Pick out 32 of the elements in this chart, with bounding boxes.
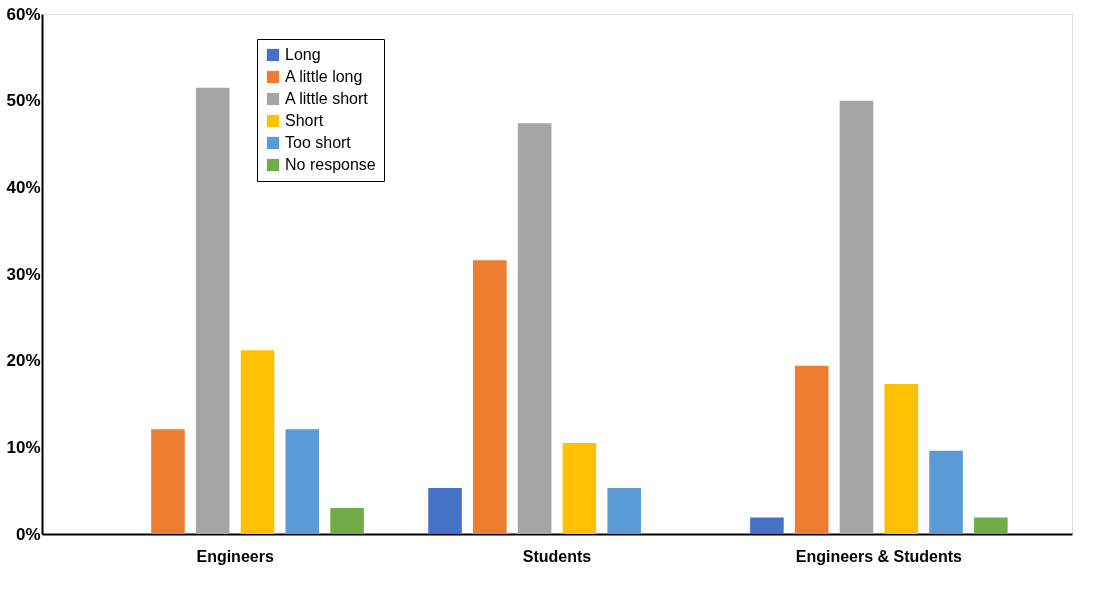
legend-label: A little short <box>285 90 369 107</box>
legend-label: Too short <box>285 134 352 151</box>
x-tick-label: Engineers <box>196 547 274 565</box>
y-tick-label: 30% <box>6 264 41 284</box>
bar <box>151 429 185 534</box>
bar <box>562 443 597 534</box>
x-tick-label: Engineers & Students <box>795 547 963 565</box>
y-tick-label: 60% <box>6 4 41 24</box>
bar <box>428 488 462 534</box>
bar <box>794 365 829 534</box>
bar <box>929 450 963 534</box>
bar <box>884 384 919 534</box>
bar <box>285 429 320 534</box>
y-tick-label: 10% <box>6 437 41 457</box>
legend-label: No response <box>285 156 376 173</box>
y-tick-label: 0% <box>15 524 41 544</box>
bar <box>517 123 552 534</box>
legend-label: Long <box>285 46 321 63</box>
bar <box>839 100 874 534</box>
bar <box>974 517 1008 534</box>
legend-label: Short <box>285 112 324 129</box>
bar <box>750 517 784 534</box>
x-tick-label: Students <box>522 547 592 565</box>
y-tick-label: 40% <box>6 177 41 197</box>
bar <box>330 508 364 534</box>
legend-label: A little long <box>285 68 363 85</box>
bar <box>240 350 275 534</box>
bar <box>195 87 230 534</box>
bar <box>607 488 641 534</box>
bar <box>473 260 507 534</box>
y-tick-label: 20% <box>6 351 41 371</box>
y-tick-label: 50% <box>6 91 41 111</box>
